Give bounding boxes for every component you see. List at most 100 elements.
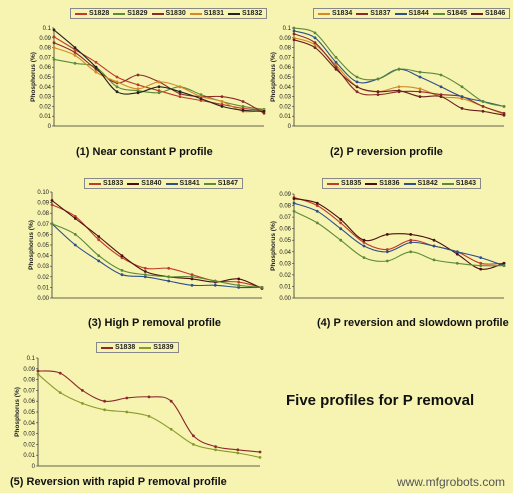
data-point [52,58,56,61]
y-axis-label: Phosphorus (%) [14,387,21,437]
series-line [51,223,263,288]
legend-label: S1839 [153,344,174,351]
data-point [315,221,319,225]
data-point [339,227,343,231]
data-point [125,396,129,400]
chart-2-legend: S1834 S1837 S1844 S1845 S1846 [313,8,511,19]
data-point [315,204,319,207]
series-line [51,223,263,289]
y-tick-label: 0.05 [279,75,291,81]
data-point [52,41,56,45]
data-point [192,434,195,438]
data-point [313,46,317,49]
y-tick-label: 0 [288,124,292,130]
page-title: Five profiles for P removal [286,392,475,409]
data-point [362,238,366,242]
legend-swatch [318,12,330,15]
y-tick-label: 0.06 [279,227,291,233]
y-tick-label: 0.04 [37,254,49,260]
data-point [313,31,317,35]
data-point [147,395,151,399]
legend-swatch [432,12,445,15]
y-tick-label: 0.01 [279,114,291,120]
legend-swatch [394,12,407,15]
legend-item: S1832 [228,10,262,17]
data-point [157,91,161,95]
legend-label: S1834 [332,10,353,17]
legend-label: S1841 [179,180,200,187]
data-point [460,95,464,98]
data-point [355,85,359,89]
data-point [190,283,194,287]
data-point [94,70,98,74]
y-tick-label: 0.08 [23,378,35,384]
series-line [293,198,505,270]
data-point [260,286,264,289]
legend-item: S1839 [139,344,174,351]
y-tick-label: 0.04 [279,85,291,91]
legend-swatch [139,346,152,349]
legend-item: S1843 [441,180,476,187]
chart-3-svg: 0.00 0.01 0.02 0.03 0.04 0.05 0.06 0.07 0.08 0.09… [28,190,264,302]
y-tick-label: 0.04 [23,421,35,427]
data-point [73,215,77,218]
chart-panel-3: 0.00 0.01 0.02 0.03 0.04 0.05 0.06 0.07 0.08 0.09… [28,176,268,314]
data-point [481,109,485,113]
series-line [37,370,261,453]
chart-5-svg: 0 0.01 0.02 0.03 0.04 0.05 0.06 0.07 0.08 0.09 0.1… [14,356,262,470]
data-point [237,277,241,281]
data-point [143,270,147,273]
data-point [397,67,401,71]
data-point [143,273,147,277]
data-point [376,93,380,96]
y-tick-label: 0.04 [279,250,291,256]
data-point [292,201,296,205]
data-point [502,113,506,117]
y-tick-label: 0.00 [279,296,291,302]
data-point [120,273,124,277]
data-point [258,456,262,459]
data-point [397,85,401,89]
data-point [36,372,40,376]
data-point [409,250,413,254]
data-point [362,256,366,259]
y-tick-label: 0.07 [39,55,51,61]
data-point [178,90,182,94]
data-point [418,90,422,94]
data-point [73,61,77,65]
data-point [292,29,296,33]
data-point [167,266,171,270]
y-tick-label: 0.01 [279,284,291,290]
y-tick-label: 0.08 [39,46,51,52]
legend-item: S1847 [203,180,238,187]
data-point [479,256,483,259]
legend-swatch [89,182,101,185]
legend-item: S1844 [394,10,429,17]
y-tick-label: 0.04 [39,85,51,91]
data-point [334,60,338,64]
y-tick-label: 0.05 [37,243,49,249]
data-point [147,414,151,418]
data-point [167,279,171,283]
y-tick-label: 0.01 [23,453,35,459]
legend-label: S1846 [485,10,506,17]
y-tick-label: 0.01 [37,285,49,291]
data-point [439,93,443,96]
data-point [236,448,240,452]
y-tick-label: 0.02 [37,275,49,281]
data-point [120,254,124,257]
legend-item: S1840 [127,180,162,187]
series-line [53,58,265,110]
legend-swatch [127,182,140,185]
legend-item: S1846 [471,10,505,17]
y-tick-label: 0.02 [279,273,291,279]
chart-5-legend: S1838 S1839 [96,342,179,353]
data-point [455,252,459,256]
legend-item: S1838 [101,344,135,351]
data-point [237,283,241,287]
series-line [53,42,265,114]
legend-label: S1829 [127,10,148,17]
data-point [479,264,483,267]
y-axis-label: Phosphorus (%) [270,52,277,102]
y-tick-label: 0.08 [279,204,291,210]
